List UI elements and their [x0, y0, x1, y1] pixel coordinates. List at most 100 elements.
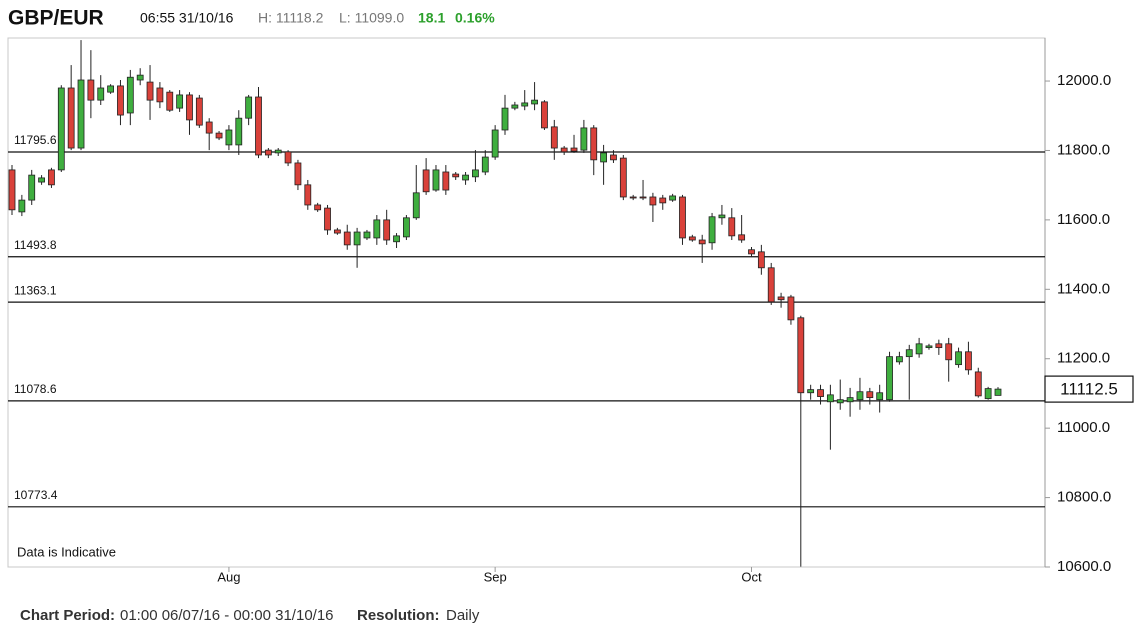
candle-body	[462, 174, 469, 181]
candle-body	[442, 171, 450, 191]
timestamp: 06:55 31/10/16	[140, 10, 234, 26]
period: 01:00 06/07/16 - 00:00 31/10/16	[120, 607, 334, 624]
candle-body	[531, 99, 538, 105]
candle-body	[925, 345, 933, 349]
candle-body	[264, 149, 272, 156]
candle-body	[136, 74, 144, 81]
candle-body	[18, 199, 26, 213]
candle-body	[550, 126, 558, 149]
candle-body	[787, 296, 795, 321]
candle-body	[215, 132, 223, 139]
candle-body	[255, 96, 262, 156]
candle-body	[639, 196, 647, 199]
candle-body	[974, 371, 982, 397]
level-label: 11493.8	[14, 238, 57, 252]
candle-body	[117, 85, 124, 116]
x-tick-label: Oct	[741, 569, 762, 584]
candle-body	[393, 235, 400, 243]
candle-body	[48, 169, 55, 186]
level-label: 10773.4	[14, 488, 58, 502]
candle-body	[955, 351, 962, 366]
candle-body	[412, 192, 420, 219]
candle-body	[107, 85, 114, 93]
resolution: Daily	[446, 607, 480, 624]
candle-body	[452, 173, 460, 178]
candle-body	[965, 351, 972, 371]
candle-body	[629, 196, 637, 199]
low-text: L: 11099.0	[339, 10, 404, 26]
annotation: Data is Indicative	[17, 544, 116, 559]
candle-body	[274, 149, 282, 154]
y-tick-label: 11800.0	[1057, 141, 1110, 158]
candle-body	[186, 94, 193, 121]
y-tick-label: 11400.0	[1057, 280, 1110, 297]
candle-body	[333, 229, 341, 234]
candle-body	[896, 356, 903, 363]
y-tick-label: 10800.0	[1057, 489, 1111, 506]
candle-body	[994, 388, 1002, 396]
candle-body	[432, 169, 440, 191]
y-tick-label: 11200.0	[1057, 350, 1110, 367]
candle-body	[777, 296, 785, 301]
candle-body	[826, 394, 834, 403]
candle-body	[225, 129, 233, 146]
candle-body	[846, 397, 854, 403]
candle-body	[8, 169, 16, 211]
candle-body	[481, 156, 489, 173]
candle-body	[718, 214, 726, 219]
candle-body	[373, 219, 381, 239]
chart-title: GBP/EUR	[8, 7, 104, 30]
candle-body	[767, 267, 775, 303]
candle-body	[748, 249, 755, 255]
candle-body	[886, 356, 893, 401]
candle-body	[38, 177, 45, 183]
candle-body	[600, 152, 607, 163]
candle-body	[698, 239, 706, 245]
candle-body	[876, 392, 884, 401]
candle-body	[324, 207, 331, 231]
candle-body	[679, 196, 686, 239]
candle-body	[610, 154, 617, 161]
candle-body	[915, 343, 923, 355]
y-tick-label: 11000.0	[1057, 419, 1110, 436]
candle-body	[817, 389, 824, 397]
level-label: 11078.6	[14, 382, 57, 396]
candle-body	[57, 87, 65, 171]
candle-body	[402, 217, 410, 238]
candle-body	[304, 184, 312, 206]
candle-body	[541, 101, 548, 129]
candle-body	[728, 217, 736, 237]
candle-body	[856, 391, 864, 401]
y-tick-label: 12000.0	[1057, 72, 1111, 89]
candle-body	[422, 169, 430, 193]
candle-body	[797, 317, 805, 394]
candle-body	[945, 343, 953, 361]
level-label: 11795.6	[14, 133, 57, 147]
resolution-label: Resolution:	[357, 607, 440, 624]
candle-body	[560, 147, 568, 153]
candle-body	[590, 127, 598, 161]
candle-body	[905, 349, 913, 358]
candle-body	[97, 87, 105, 101]
level-label: 11363.1	[14, 283, 57, 297]
candle-body	[146, 81, 154, 101]
change-pct: 0.16%	[455, 10, 495, 26]
candle-body	[570, 147, 578, 152]
last-price-box	[1044, 375, 1134, 403]
candle-body	[866, 391, 874, 399]
candle-body	[235, 117, 243, 146]
candle-body	[836, 399, 844, 404]
candle-body	[511, 104, 519, 109]
candle-body	[87, 79, 95, 101]
candle-body	[67, 87, 75, 149]
y-tick-label: 10600.0	[1057, 558, 1111, 575]
candle-body	[156, 87, 164, 103]
candle-body	[353, 231, 361, 246]
candle-body	[314, 204, 322, 211]
candle-body	[935, 343, 943, 349]
candle-body	[757, 251, 765, 269]
candle-body	[649, 196, 657, 206]
high-text: H: 11118.2	[258, 10, 324, 26]
